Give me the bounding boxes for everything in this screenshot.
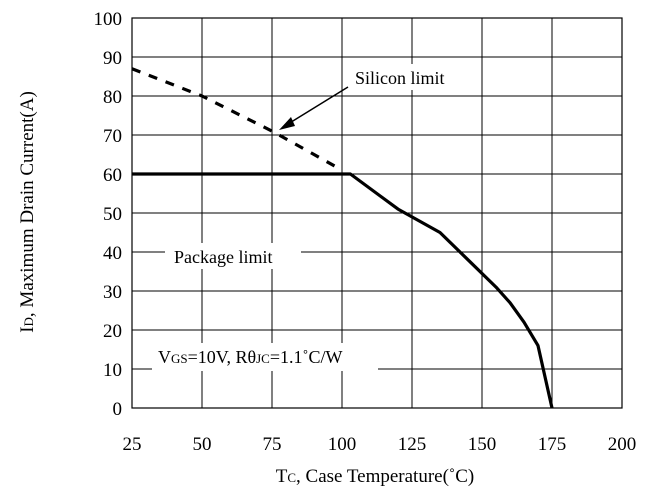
y-tick-label: 50	[103, 204, 122, 225]
silicon-limit-label-bg	[345, 64, 469, 90]
series-line-silicon-limit	[131, 67, 343, 172]
x-tick-labels: 25 50 75 100 125 150 175 200	[123, 434, 637, 455]
x-tick-label: 75	[263, 434, 282, 455]
y-tick-label: 20	[103, 321, 122, 342]
package-limit-label-bg	[165, 243, 301, 269]
series-layer	[131, 67, 554, 409]
plot-frame	[131, 17, 623, 409]
y-tick-label: 30	[103, 282, 122, 303]
y-tick-label: 70	[103, 126, 122, 147]
y-tick-label: 0	[113, 399, 123, 420]
x-tick-label: 175	[538, 434, 567, 455]
x-axis-label: TC, Case Temperature(˚C)	[276, 466, 475, 487]
series-line-package-limit	[132, 172, 554, 409]
y-tick-label: 100	[94, 9, 123, 30]
conditions-label: VGS=10V, RθJC=1.1˚C/W	[158, 347, 342, 367]
y-tick-label: 80	[103, 87, 122, 108]
y-tick-label: 60	[103, 165, 122, 186]
y-axis-label: ID, Maximum Drain Current(A)	[17, 91, 38, 333]
y-tick-label: 10	[103, 360, 122, 381]
x-tick-label: 50	[193, 434, 212, 455]
silicon-limit-arrow	[287, 86, 349, 125]
x-tick-label: 125	[398, 434, 427, 455]
package-limit-label: Package limit	[174, 247, 272, 267]
y-tick-label: 90	[103, 48, 122, 69]
silicon-limit-arrowhead	[279, 117, 295, 130]
conditions-label-bg	[152, 343, 378, 371]
x-tick-label: 200	[608, 434, 637, 455]
x-tick-label: 25	[123, 434, 142, 455]
y-tick-labels: 0 10 20 30 40 50 60 70 80 90 100	[94, 9, 123, 420]
grid	[131, 17, 623, 409]
x-tick-label: 100	[328, 434, 357, 455]
silicon-limit-label: Silicon limit	[355, 68, 445, 88]
y-tick-label: 40	[103, 243, 122, 264]
x-tick-label: 150	[468, 434, 497, 455]
